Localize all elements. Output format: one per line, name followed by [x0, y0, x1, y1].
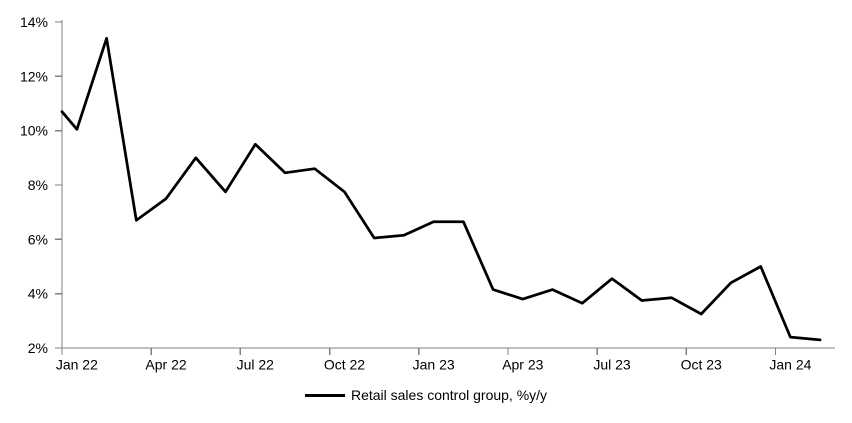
y-axis-tick-label: 2% [28, 340, 48, 356]
x-axis-tick-label: Jan 22 [56, 357, 98, 373]
legend-series-label: Retail sales control group, %y/y [350, 387, 548, 403]
y-axis-tick-label: 8% [28, 177, 48, 193]
y-axis-tick-label: 6% [28, 231, 48, 247]
y-axis-tick-label: 12% [20, 68, 48, 84]
x-axis-tick-label: Jul 22 [237, 357, 275, 373]
x-axis-tick-label: Oct 22 [324, 357, 365, 373]
legend-line-swatch [304, 393, 345, 397]
y-axis-tick-label: 10% [20, 123, 48, 139]
x-axis-tick-label: Oct 23 [681, 357, 722, 373]
y-axis-tick-label: 14% [20, 14, 48, 30]
series-line [60, 36, 822, 342]
x-axis-tick-label: Apr 23 [502, 357, 543, 373]
y-axis-tick-label: 4% [28, 286, 48, 302]
x-axis-tick-label: Apr 22 [145, 357, 186, 373]
x-axis-tick-label: Jul 23 [593, 357, 631, 373]
chart-legend: Retail sales control group, %y/y [0, 387, 852, 403]
x-axis-tick-label: Jan 24 [769, 357, 811, 373]
x-axis-tick-label: Jan 23 [413, 357, 455, 373]
